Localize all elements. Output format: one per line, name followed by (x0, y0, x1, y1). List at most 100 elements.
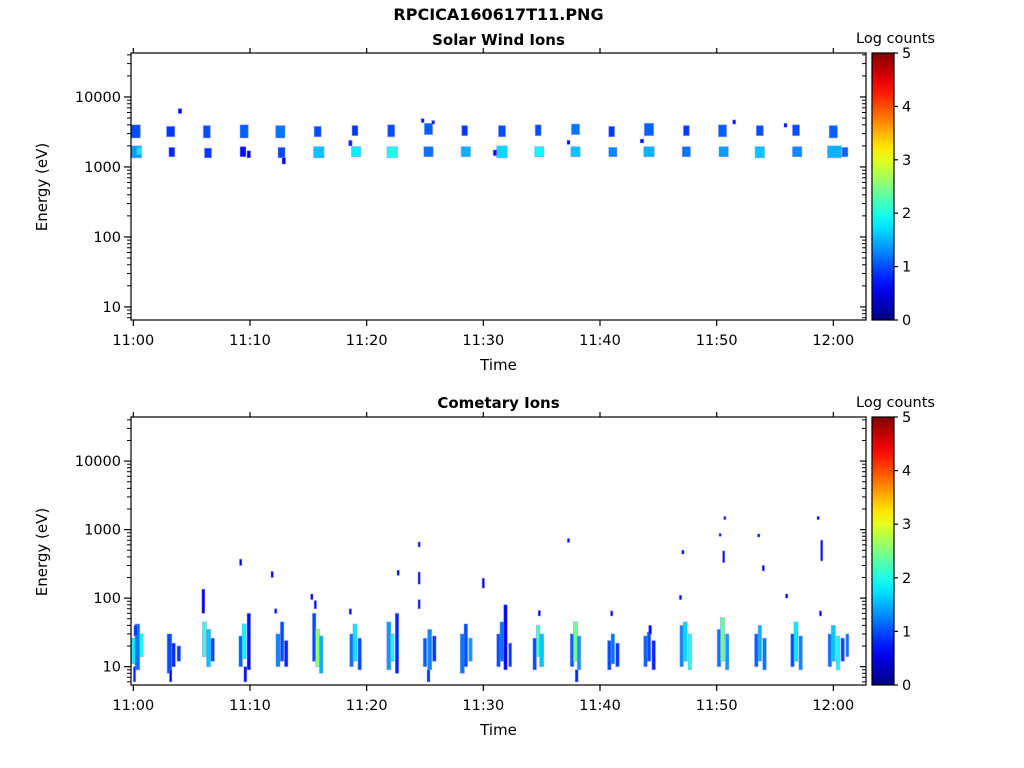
spectrogram-cell (204, 147, 212, 159)
y-tick-label: 1000 (84, 160, 121, 176)
spectrogram-cell (827, 145, 842, 159)
spectrogram-cell (566, 538, 571, 543)
cells-layer-1 (131, 515, 850, 683)
spectrogram-cell (681, 549, 685, 555)
y-tick-label: 1000 (84, 523, 121, 539)
spectrogram-cell (643, 146, 655, 158)
x-tick-label: 11:50 (696, 698, 738, 714)
spectrogram-cell (422, 637, 428, 668)
spectrogram-cell (845, 633, 850, 658)
colorbar-tick-label: 4 (902, 99, 911, 115)
colorbar-label-bottom: Log counts (856, 395, 935, 411)
colorbar-tick-label: 1 (902, 260, 911, 276)
x-tick-label: 11:00 (112, 698, 154, 714)
spectrogram-cell (539, 633, 545, 668)
colorbar-tick-label: 1 (902, 624, 911, 640)
spectrogram-cell (835, 635, 841, 671)
spectrogram-cell (387, 124, 396, 138)
spectrogram-cell (348, 608, 352, 615)
spectrogram-cell (508, 642, 513, 668)
cells-layer-0 (131, 108, 849, 165)
spectrogram-cell (816, 515, 820, 521)
spectrogram-cell (818, 610, 823, 617)
spectrogram-cell (246, 612, 252, 671)
spectrogram-cell (348, 139, 353, 147)
colorbar-0 (871, 52, 895, 321)
spectrogram-cell (761, 564, 766, 572)
spectrogram-cell (651, 640, 656, 671)
x-tick-label: 11:40 (579, 333, 621, 349)
spectrogram-cell (313, 125, 322, 138)
spectrogram-cell (460, 146, 471, 158)
spectrogram-cell (423, 146, 434, 158)
y-tick-label: 10000 (75, 90, 121, 106)
colorbar-tick-label: 5 (902, 46, 911, 62)
spectrogram-cell (176, 645, 182, 662)
spectrogram-cell (798, 635, 803, 671)
spectrogram-cell (246, 150, 252, 159)
spectrogram-cell (610, 610, 614, 617)
spectrogram-cell (277, 146, 286, 159)
spectrogram-cell (841, 146, 849, 158)
tick-labels-1: 11:00 11:10 11:20 11:30 11:40 11:50 12:0010100… (75, 410, 911, 714)
chart-title-cometary: Cometary Ions (437, 394, 560, 412)
spectrogram-cell (717, 124, 728, 138)
spectrogram-cell (420, 118, 425, 124)
spectrogram-cell (532, 637, 537, 671)
spectrogram-cell (648, 624, 653, 635)
colorbar-tick-label: 3 (902, 153, 911, 169)
spectrogram-cell (608, 125, 616, 138)
spectrogram-cell (754, 146, 766, 159)
spectrogram-cell (357, 637, 362, 671)
spectrogram-cell (757, 624, 763, 662)
spectrogram-cell (313, 146, 325, 159)
spectrogram-cell (239, 124, 249, 139)
spectrogram-cell (682, 125, 690, 137)
spectrogram-cell (792, 124, 800, 137)
spectrogram-cell (719, 617, 726, 662)
spectrogram-cell (139, 633, 144, 658)
spectrogram-cell (390, 633, 395, 662)
spectrogram-cell (503, 604, 508, 671)
colorbar-tick-label: 0 (902, 313, 911, 329)
spectrogram-cell (574, 669, 579, 683)
spectrogram-cell (534, 146, 545, 158)
colorbar-label-top: Log counts (856, 31, 935, 47)
colorbar-tick-label: 3 (902, 517, 911, 533)
spectrogram-cell (432, 635, 437, 662)
spectrogram-cell (431, 120, 436, 125)
spectrogram-cell (243, 666, 248, 683)
y-tick-label: 10000 (75, 454, 121, 470)
figure-title: RPCICA160617T11.PNG (393, 5, 604, 24)
spectrogram-cell (202, 125, 211, 139)
y-tick-label: 100 (93, 230, 121, 246)
spectrogram-cell (820, 539, 824, 562)
tick-labels-0: 11:00 11:10 11:20 11:30 11:40 11:50 12:0010100… (75, 46, 911, 349)
spectrogram-cell (169, 669, 173, 683)
spectrogram-cell (132, 666, 137, 683)
spectrogram-cell (830, 624, 836, 662)
spectrogram-cell (386, 146, 399, 159)
spectrogram-cell (687, 633, 693, 671)
spectrogram-cell (313, 600, 317, 610)
spectrogram-cell (281, 157, 287, 165)
spectrogram-cell (426, 669, 431, 683)
y-tick-label: 10 (103, 660, 121, 676)
spectrogram-cell (394, 612, 400, 674)
spectrogram-cell (718, 146, 729, 158)
spectrogram-cell (351, 125, 359, 137)
spectrogram-cell (461, 125, 469, 137)
spectrogram-cell (570, 146, 581, 158)
spectrogram-cell (351, 146, 362, 158)
x-tick-label: 11:50 (696, 333, 738, 349)
x-tick-label: 11:40 (579, 698, 621, 714)
x-tick-label: 11:20 (346, 333, 388, 349)
spectrogram-cell (168, 146, 176, 158)
chart-title-solar-wind: Solar Wind Ions (432, 31, 565, 49)
spectrogram-cell (201, 621, 208, 658)
spectrogram-cell (463, 623, 469, 668)
spectrogram-cell (318, 635, 324, 674)
x-tick-label: 11:10 (229, 698, 271, 714)
axes-1 (124, 412, 898, 691)
